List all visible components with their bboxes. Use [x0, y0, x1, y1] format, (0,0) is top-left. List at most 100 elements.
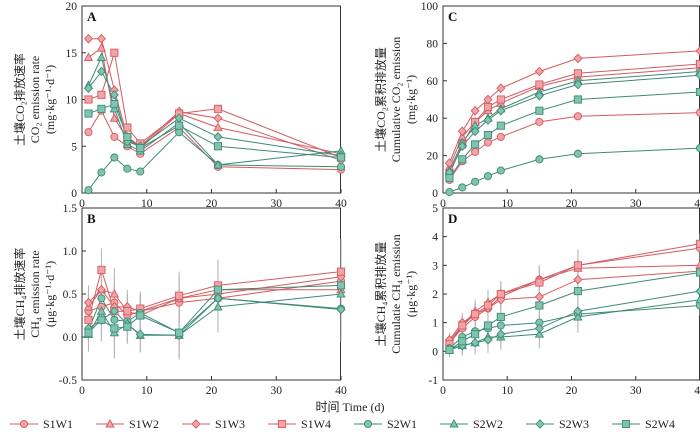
legend-marker — [363, 419, 373, 429]
data-point-S2W2 — [573, 311, 583, 321]
data-point-S2W2 — [336, 288, 346, 298]
data-point-S2W2 — [213, 159, 223, 169]
data-point-S1W4 — [97, 90, 106, 99]
x-tick-label: 10 — [502, 385, 514, 397]
data-point-S2W1 — [458, 183, 467, 192]
x-axis-label: 时间 Time (d) — [316, 400, 385, 414]
data-point-S2W4 — [483, 321, 493, 330]
legend-label: S2W1 — [387, 417, 417, 431]
x-tick-label: 30 — [271, 198, 283, 210]
legend-marker — [19, 419, 29, 429]
y-tick-label: 1 — [432, 318, 438, 330]
data-point-S2W3 — [135, 329, 145, 340]
data-point-S2W4 — [336, 281, 346, 290]
data-point-S2W1 — [471, 177, 480, 186]
data-point-S2W4 — [84, 109, 93, 118]
data-point-S1W3 — [96, 33, 106, 44]
data-point-S2W4 — [496, 312, 505, 321]
legend-marker — [535, 419, 545, 429]
data-point-S2W4 — [445, 173, 454, 183]
legend-marker — [449, 418, 459, 428]
y-tick-label: 15 — [66, 48, 78, 60]
data-point-S1W4 — [175, 291, 184, 300]
data-point-S1W1 — [110, 132, 119, 141]
y-axis-label: 土壤CH₄排放速率 — [12, 248, 27, 341]
legend-marker — [191, 419, 201, 429]
x-tick-label: 0 — [79, 198, 85, 210]
data-point-S2W1 — [535, 155, 544, 164]
data-point-S1W4 — [496, 289, 505, 299]
data-point-S1W4 — [573, 261, 582, 270]
data-point-S2W4 — [695, 87, 700, 97]
data-point-S2W1 — [97, 168, 106, 177]
legend-item-S2W3: S2W3 — [526, 417, 589, 431]
data-point-S2W2 — [109, 103, 120, 113]
data-point-S1W1 — [483, 138, 493, 147]
y-tick-label: 4 — [432, 232, 438, 244]
data-point-S2W3 — [213, 293, 223, 304]
data-point-S2W2 — [695, 294, 700, 304]
data-point-S1W1 — [496, 132, 505, 141]
data-point-S2W3 — [534, 90, 544, 101]
data-point-S2W4 — [535, 106, 544, 115]
x-tick-label: 10 — [502, 198, 514, 210]
data-point-S1W4 — [496, 95, 505, 104]
data-point-S2W4 — [136, 144, 145, 153]
data-point-S1W3 — [534, 292, 544, 302]
y-axis-label: 土壤CO₂累积排放量 — [373, 47, 388, 152]
y-axis-label: Cumulative CO₂ emission — [389, 37, 403, 163]
data-point-S2W3 — [109, 89, 119, 100]
data-point-S2W1 — [84, 186, 93, 195]
x-tick-label: 40 — [694, 198, 700, 210]
data-point-S1W4 — [483, 102, 493, 112]
data-point-S2W1 — [445, 188, 454, 197]
data-point-S2W3 — [109, 306, 119, 317]
data-point-S1W3 — [83, 297, 93, 308]
x-tick-label: 40 — [335, 385, 347, 397]
data-point-S2W4 — [136, 311, 145, 320]
data-point-S1W2 — [83, 52, 94, 61]
x-tick-label: 20 — [566, 385, 578, 397]
data-point-S2W4 — [123, 322, 132, 331]
data-point-S1W4 — [110, 48, 119, 57]
data-point-S1W3 — [496, 83, 506, 94]
data-point-S2W4 — [471, 330, 480, 339]
data-point-S1W2 — [109, 113, 120, 122]
y-tick-label: 5 — [432, 203, 438, 215]
data-point-S1W4 — [336, 267, 346, 276]
y-tick-label: 0.5 — [63, 289, 78, 301]
series-line-S1W4 — [88, 268, 342, 320]
data-point-S2W1 — [110, 315, 119, 324]
data-point-S1W1 — [84, 128, 93, 137]
data-point-S2W1 — [695, 144, 700, 153]
data-point-S2W4 — [175, 121, 184, 130]
panel-letter: A — [87, 9, 97, 24]
data-point-S1W3 — [573, 274, 583, 285]
data-point-S2W1 — [573, 149, 582, 158]
data-point-S2W4 — [573, 287, 582, 296]
y-tick-label: 5 — [71, 141, 77, 153]
y-tick-label: 3 — [432, 260, 438, 272]
x-tick-label: 30 — [630, 385, 642, 397]
data-point-S1W4 — [695, 59, 700, 69]
legend: S1W1 S1W2 S1W3 S1W4 S2W1 S2W2 S2W3 S2W4 — [10, 417, 675, 431]
data-point-S2W3 — [573, 306, 583, 317]
y-axis-label: CO₂ emission rate — [28, 56, 42, 144]
y-tick-label: 40 — [427, 113, 439, 125]
data-point-S2W4 — [84, 328, 93, 337]
x-tick-label: 30 — [271, 385, 283, 397]
x-tick-label: 20 — [206, 385, 218, 397]
data-point-S2W3 — [496, 329, 506, 339]
data-point-S2W3 — [483, 335, 493, 345]
legend-item-S1W2: S1W2 — [96, 417, 159, 431]
data-point-S1W2 — [96, 43, 107, 52]
legend-marker — [621, 419, 631, 429]
legend-label: S1W1 — [43, 417, 73, 431]
panel-letter: C — [448, 9, 457, 24]
data-point-S1W1 — [535, 117, 544, 126]
plot-frame — [81, 5, 341, 194]
data-point-S2W3 — [336, 304, 346, 315]
data-point-S2W4 — [496, 121, 505, 130]
data-point-S2W1 — [483, 172, 493, 181]
